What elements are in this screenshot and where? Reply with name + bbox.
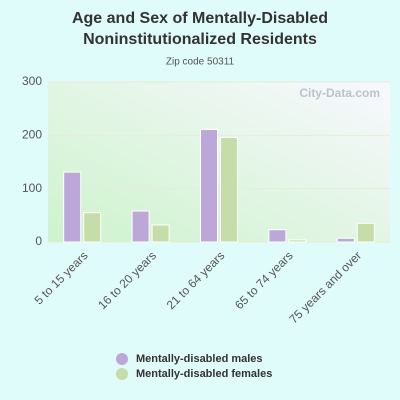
y-tick-label: 200	[22, 128, 42, 142]
bar	[63, 171, 82, 243]
bar	[151, 224, 170, 243]
y-tick-label: 100	[22, 181, 42, 195]
x-tick-label: 5 to 15 years	[32, 248, 91, 307]
chart-title: Age and Sex of Mentally-Disabled Noninst…	[71, 10, 329, 48]
bar	[200, 128, 218, 243]
plot-area	[48, 82, 390, 242]
legend-marker	[116, 368, 128, 380]
x-tick-label: 75 years and over	[286, 248, 364, 326]
watermark: City-Data.com	[299, 86, 380, 100]
bar	[336, 237, 355, 243]
x-tick-label: 21 to 64 years	[164, 248, 228, 312]
chart-subtitle: Zip code 50311	[166, 57, 235, 68]
bar	[356, 222, 375, 243]
bar	[131, 210, 150, 243]
bar	[220, 136, 238, 243]
bar	[288, 239, 307, 243]
bar	[83, 212, 102, 243]
bar	[268, 229, 287, 243]
legend-label: Mentally-disabled males	[136, 353, 263, 365]
legend-marker	[116, 353, 128, 365]
x-tick-label: 16 to 20 years	[95, 248, 159, 312]
y-tick-label: 300	[22, 74, 42, 88]
y-tick-label: 0	[35, 234, 42, 248]
x-tick-label: 65 to 74 years	[232, 248, 296, 312]
legend-label: Mentally-disabled females	[136, 368, 272, 380]
